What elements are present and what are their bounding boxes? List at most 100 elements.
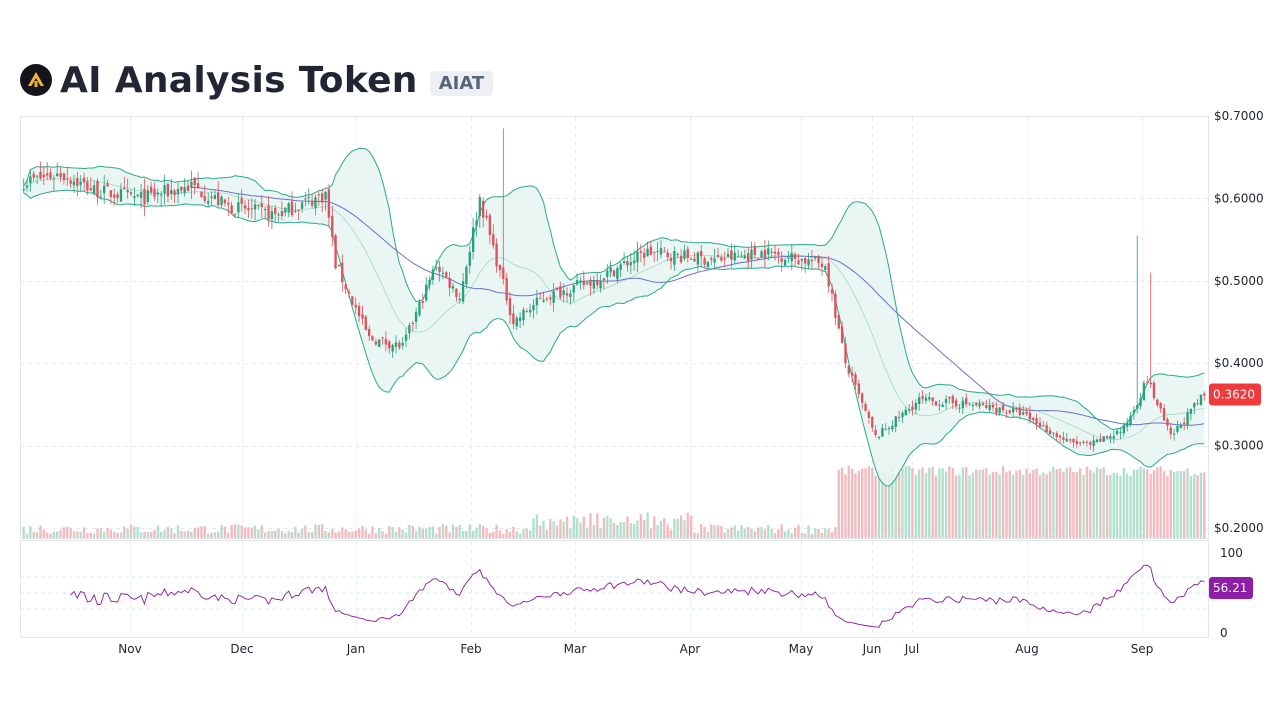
- candle-body: [800, 258, 804, 261]
- volume-bar: [354, 530, 357, 538]
- volume-bar: [552, 521, 555, 538]
- candle-body: [995, 407, 998, 414]
- volume-bar: [545, 529, 549, 538]
- volume-bar: [264, 532, 267, 538]
- volume-bar: [683, 520, 686, 538]
- candle-body: [59, 173, 62, 178]
- month-label: Nov: [118, 642, 141, 656]
- month-label: Dec: [230, 642, 253, 656]
- candle-body: [378, 339, 381, 347]
- candle-body: [438, 266, 441, 273]
- volume-bar: [616, 525, 619, 538]
- price-tick-label: $0.3000: [1214, 439, 1264, 453]
- candle-body: [901, 412, 904, 418]
- candle-body: [1032, 418, 1035, 421]
- volume-bar: [837, 469, 840, 538]
- volume-bar: [337, 531, 341, 538]
- volume-bar: [1162, 471, 1166, 538]
- month-label: Jun: [862, 642, 882, 656]
- candle-body: [1183, 422, 1186, 425]
- volume-bar: [800, 532, 804, 538]
- candle-body: [589, 279, 592, 286]
- candle-body: [723, 258, 726, 260]
- candle-body: [824, 266, 827, 270]
- candle-body: [89, 188, 92, 191]
- volume-bar: [743, 528, 746, 538]
- candle-body: [653, 251, 656, 253]
- volume-bar: [1028, 472, 1032, 538]
- candle-body: [153, 189, 156, 197]
- volume-bar: [810, 534, 814, 538]
- volume-bar: [163, 529, 166, 538]
- volume-bar: [492, 531, 495, 538]
- volume-bar: [277, 528, 280, 538]
- volume-bar: [569, 527, 572, 538]
- volume-bar: [22, 526, 25, 538]
- volume-bar: [673, 518, 676, 538]
- candle-body: [656, 251, 659, 252]
- candle-body: [629, 262, 632, 266]
- volume-bar: [1119, 476, 1122, 538]
- candle-body: [193, 177, 196, 186]
- volume-bar: [86, 533, 89, 538]
- candle-body: [1105, 435, 1109, 438]
- candle-body: [1149, 382, 1152, 385]
- candle-body: [307, 197, 310, 199]
- candle-body: [384, 338, 388, 345]
- candle-body: [700, 251, 703, 257]
- candle-body: [1095, 439, 1099, 442]
- candle-body: [1045, 425, 1048, 433]
- candle-body: [871, 416, 874, 428]
- candle-body: [639, 251, 643, 253]
- volume-bar: [894, 474, 897, 538]
- candle-body: [391, 345, 394, 352]
- volume-bar: [971, 472, 975, 538]
- candle-body: [643, 252, 646, 258]
- volume-bars: [22, 466, 1206, 538]
- candle-body: [1179, 425, 1183, 428]
- volume-bar: [69, 527, 72, 538]
- volume-bar: [965, 467, 968, 538]
- candle-body: [696, 252, 700, 265]
- candle-body: [1129, 415, 1132, 426]
- candle-body: [847, 365, 850, 374]
- candle-body: [156, 192, 160, 195]
- volume-bar: [602, 517, 606, 538]
- candle-body: [817, 256, 820, 263]
- band-fill: [23, 148, 1205, 487]
- candle-body: [1025, 411, 1028, 414]
- candle-body: [770, 251, 773, 253]
- volume-bar: [461, 531, 465, 538]
- volume-bar: [32, 532, 35, 538]
- candle-body: [468, 251, 471, 266]
- volume-bar: [690, 515, 693, 538]
- candle-body: [599, 280, 602, 289]
- volume-bar: [388, 525, 391, 538]
- volume-bar: [622, 522, 626, 538]
- volume-bar: [844, 474, 847, 538]
- volume-bar: [1173, 471, 1176, 538]
- volume-bar: [431, 526, 435, 538]
- candle-body: [1115, 430, 1119, 435]
- volume-bar: [126, 528, 129, 538]
- volume-bar: [669, 530, 673, 538]
- volume-bar: [411, 525, 414, 538]
- candle-body: [1203, 393, 1206, 396]
- candle-body: [545, 298, 549, 300]
- candle-body: [830, 289, 834, 294]
- candle-body: [626, 261, 629, 266]
- volume-bar: [840, 467, 844, 538]
- volume-bar: [445, 525, 448, 538]
- candle-body: [223, 199, 227, 204]
- candle-body: [1166, 419, 1169, 426]
- volume-bar: [391, 526, 394, 538]
- price-tick-label: $0.7000: [1214, 109, 1264, 123]
- volume-bar: [961, 467, 965, 538]
- volume-bar: [153, 530, 156, 538]
- volume-bar: [1193, 474, 1196, 538]
- candle-body: [790, 252, 793, 262]
- volume-bar: [133, 526, 136, 538]
- candle-body: [428, 280, 431, 285]
- volume-bar: [425, 528, 428, 538]
